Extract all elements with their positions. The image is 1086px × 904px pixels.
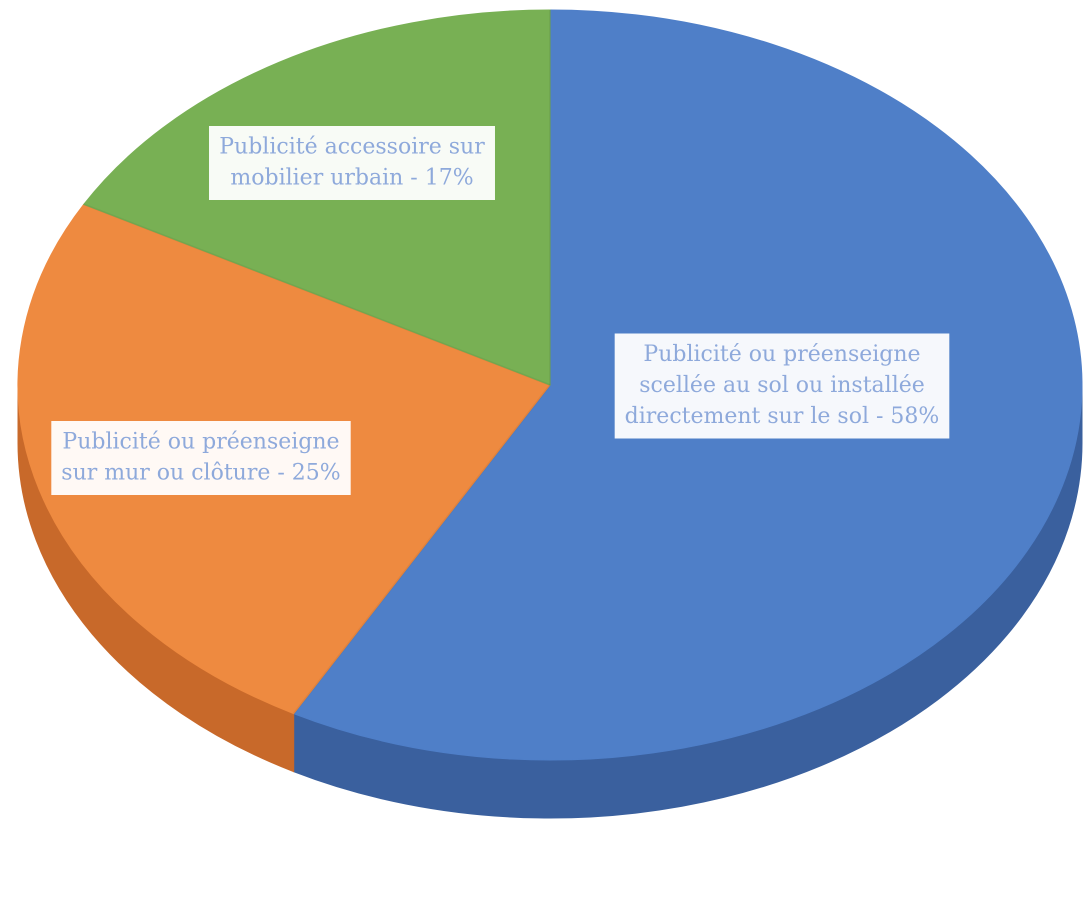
pie-label-0-line-1: scellée au sol ou installée [639,373,925,398]
pie-label-2: Publicité accessoire sur mobilier urbain … [209,126,495,200]
pie-label-2-line-0: Publicité accessoire sur [219,135,485,160]
pie-label-1: Publicité ou préenseigne sur mur ou clôtu… [51,421,351,495]
pie-label-1-line-0: Publicité ou préenseigne [62,430,339,455]
pie-label-box-1 [51,421,351,495]
pie-label-box-0 [614,333,950,439]
pie-label-1-line-1: sur mur ou clôture - 25% [61,461,340,486]
pie-label-box-2 [209,126,495,200]
pie-label-2-line-1: mobilier urbain - 17% [230,166,473,191]
pie-labels: Publicité ou préenseigne scellée au sol o… [51,126,950,495]
pie-label-0: Publicité ou préenseigne scellée au sol o… [614,333,950,439]
pie-label-0-line-2: directement sur le sol - 58% [625,404,940,429]
pie-label-0-line-0: Publicité ou préenseigne [643,342,920,367]
